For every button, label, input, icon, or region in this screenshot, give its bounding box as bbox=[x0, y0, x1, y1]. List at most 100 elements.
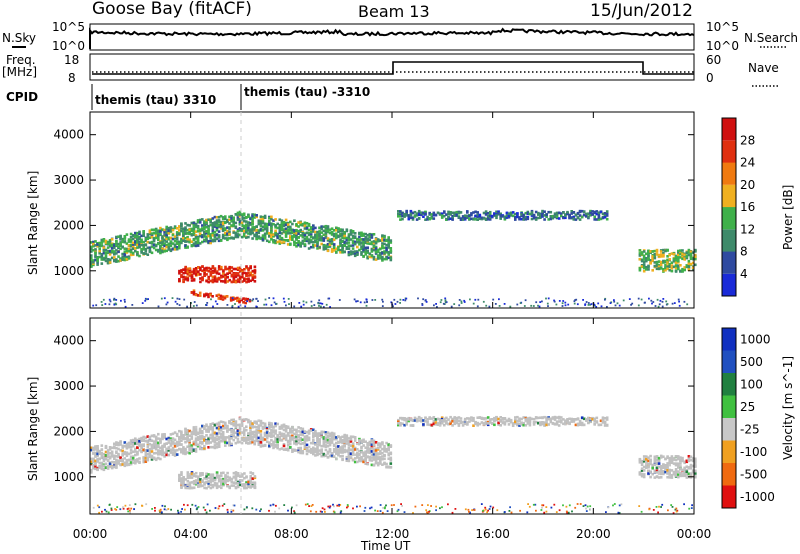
heatmap-cell bbox=[278, 231, 282, 235]
heatmap-cell bbox=[109, 300, 112, 303]
power-heatmap bbox=[90, 209, 697, 308]
heatmap-cell bbox=[94, 448, 97, 451]
heatmap-cell bbox=[366, 450, 369, 454]
heatmap-cell bbox=[330, 239, 334, 243]
heatmap-cell bbox=[372, 444, 376, 447]
heatmap-cell bbox=[205, 225, 208, 229]
heatmap-cell bbox=[184, 451, 187, 454]
heatmap-cell bbox=[376, 446, 380, 450]
heatmap-cell bbox=[314, 432, 317, 435]
nave-tick-bottom: 0 bbox=[706, 71, 714, 85]
heatmap-cell bbox=[186, 429, 189, 432]
heatmap-cell bbox=[240, 217, 244, 221]
heatmap-cell bbox=[341, 449, 344, 453]
heatmap-cell bbox=[184, 478, 187, 481]
heatmap-cell bbox=[100, 253, 104, 256]
heatmap-cell bbox=[362, 254, 365, 258]
heatmap-cell bbox=[138, 236, 141, 240]
heatmap-cell bbox=[234, 267, 238, 271]
heatmap-cell bbox=[674, 256, 678, 259]
heatmap-cell bbox=[450, 305, 453, 308]
heatmap-cell bbox=[201, 442, 204, 445]
heatmap-cell bbox=[242, 229, 246, 233]
heatmap-cell bbox=[192, 269, 196, 273]
heatmap-cell bbox=[238, 300, 241, 304]
heatmap-cell bbox=[301, 430, 305, 434]
heatmap-cell bbox=[399, 424, 402, 427]
heatmap-cell bbox=[322, 237, 326, 240]
heatmap-cell bbox=[207, 218, 210, 221]
heatmap-cell bbox=[224, 267, 227, 271]
heatmap-cell bbox=[575, 298, 578, 301]
heatmap-cell bbox=[121, 446, 124, 449]
y-tick-label: 2000 bbox=[53, 218, 84, 232]
heatmap-cell bbox=[249, 440, 252, 444]
heatmap-cell bbox=[131, 245, 135, 249]
heatmap-cell bbox=[443, 211, 446, 214]
heatmap-cell bbox=[115, 303, 118, 306]
heatmap-cell bbox=[495, 211, 498, 215]
heatmap-cell bbox=[286, 243, 290, 246]
heatmap-cell bbox=[374, 258, 378, 261]
heatmap-cell bbox=[280, 232, 284, 235]
heatmap-cell bbox=[203, 268, 206, 272]
heatmap-cell bbox=[299, 241, 302, 245]
heatmap-cell bbox=[230, 274, 234, 278]
heatmap-cell bbox=[90, 457, 93, 461]
heatmap-cell bbox=[125, 459, 129, 462]
heatmap-cell bbox=[537, 216, 540, 220]
heatmap-cell bbox=[358, 439, 361, 442]
heatmap-cell bbox=[201, 447, 204, 451]
heatmap-cell bbox=[638, 266, 642, 270]
heatmap-cell bbox=[104, 241, 108, 244]
heatmap-cell bbox=[570, 216, 573, 219]
heatmap-cell bbox=[131, 253, 135, 256]
heatmap-cell bbox=[295, 241, 298, 245]
heatmap-cell bbox=[224, 231, 227, 235]
heatmap-cell bbox=[645, 265, 648, 269]
heatmap-cell bbox=[186, 273, 190, 276]
heatmap-cell bbox=[472, 302, 475, 305]
heatmap-cell bbox=[154, 447, 158, 451]
heatmap-cell bbox=[349, 435, 353, 438]
heatmap-cell bbox=[613, 300, 616, 303]
heatmap-cell bbox=[245, 476, 248, 479]
heatmap-cell bbox=[372, 255, 376, 259]
heatmap-cell bbox=[113, 303, 116, 306]
heatmap-cell bbox=[421, 303, 424, 305]
heatmap-cell bbox=[238, 417, 242, 420]
heatmap-cell bbox=[207, 240, 210, 243]
heatmap-cell bbox=[136, 446, 139, 449]
heatmap-cell bbox=[335, 437, 338, 441]
heatmap-cell bbox=[468, 214, 471, 218]
heatmap-cell bbox=[247, 274, 250, 277]
heatmap-cell bbox=[188, 238, 191, 241]
heatmap-cell bbox=[190, 270, 194, 274]
heatmap-cell bbox=[379, 449, 382, 453]
heatmap-cell bbox=[282, 448, 286, 451]
heatmap-cell bbox=[339, 451, 342, 454]
heatmap-cell bbox=[249, 273, 252, 277]
heatmap-cell bbox=[245, 272, 248, 275]
heatmap-cell bbox=[106, 240, 110, 244]
heatmap-cell bbox=[221, 431, 225, 434]
heatmap-cell bbox=[236, 228, 240, 231]
heatmap-cell bbox=[102, 239, 106, 242]
heatmap-cell bbox=[157, 451, 160, 454]
heatmap-cell bbox=[178, 240, 181, 244]
heatmap-cell bbox=[251, 269, 255, 273]
heatmap-cell bbox=[261, 215, 265, 219]
heatmap-cell bbox=[343, 243, 346, 246]
heatmap-cell bbox=[165, 227, 168, 231]
heatmap-cell bbox=[222, 482, 225, 486]
heatmap-cell bbox=[238, 233, 242, 237]
heatmap-cell bbox=[115, 455, 118, 458]
heatmap-cell bbox=[322, 454, 326, 458]
heatmap-cell bbox=[236, 438, 240, 441]
heatmap-cell bbox=[282, 222, 286, 225]
heatmap-cell bbox=[232, 298, 235, 301]
heatmap-cell bbox=[92, 259, 95, 262]
heatmap-cell bbox=[219, 239, 223, 242]
heatmap-cell bbox=[560, 214, 563, 218]
heatmap-cell bbox=[238, 270, 242, 273]
